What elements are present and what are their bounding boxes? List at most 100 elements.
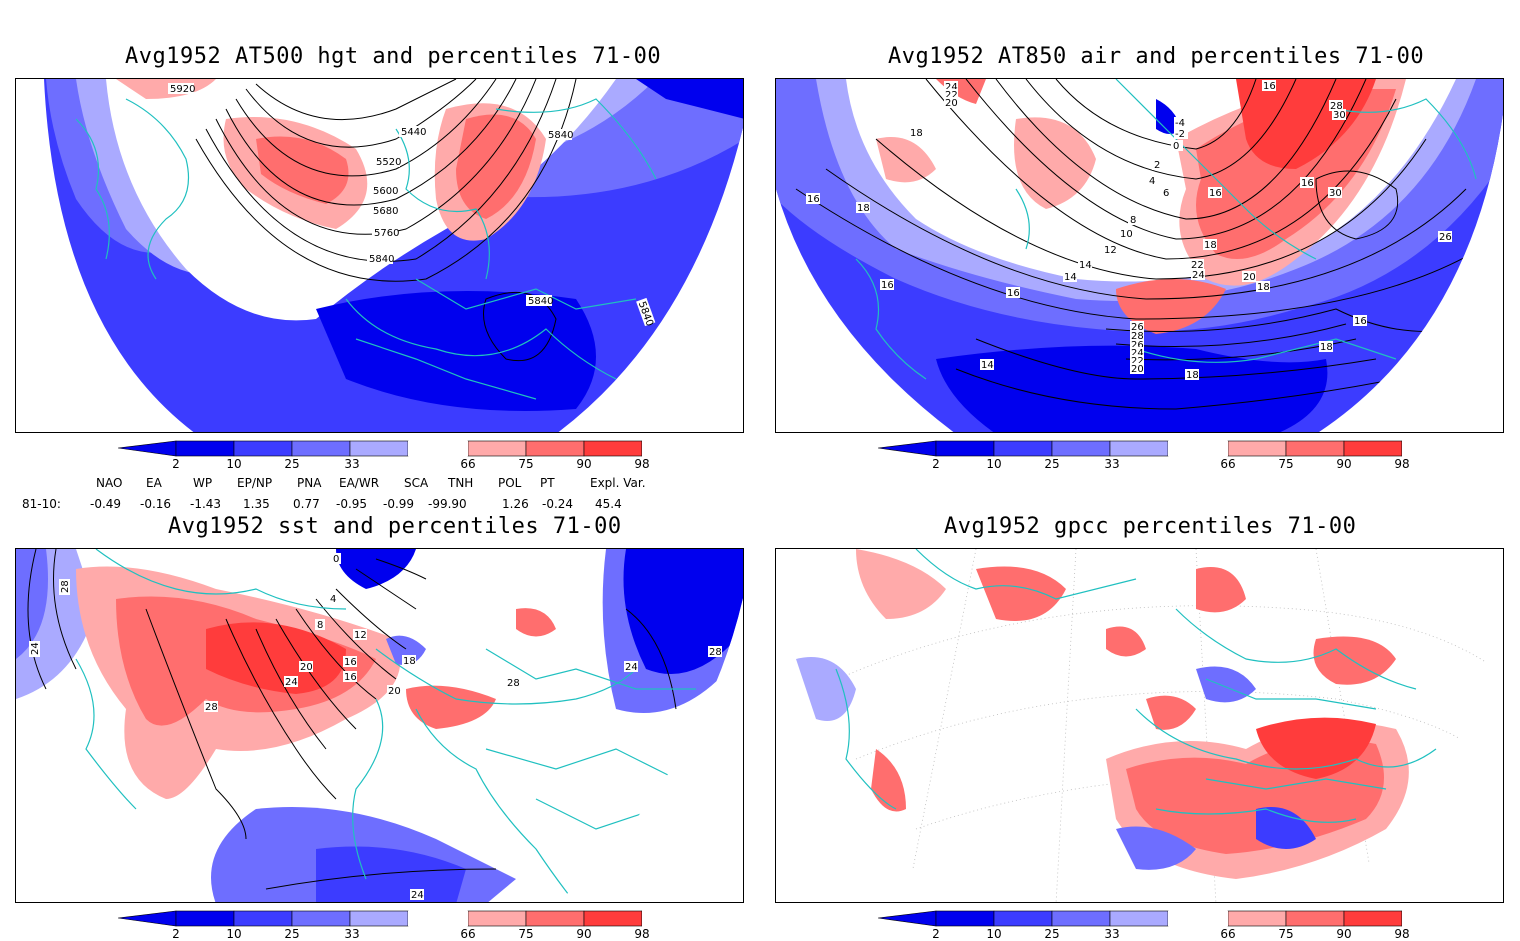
colorbar-segment bbox=[1227, 910, 1287, 927]
index-value: -0.24 bbox=[542, 497, 574, 511]
index-value: 1.26 bbox=[502, 497, 529, 511]
contour-label: 20 bbox=[388, 686, 401, 697]
index-value: -0.49 bbox=[90, 497, 122, 511]
colorbar-tick-label: 90 bbox=[1336, 927, 1352, 941]
contour-label: 10 bbox=[1120, 229, 1133, 240]
contour-label: 5840 bbox=[548, 130, 573, 141]
colorbar-tick-label: 66 bbox=[460, 457, 476, 471]
panel-title-air: Avg1952 AT850 air and percentiles 71-00 bbox=[888, 44, 1425, 69]
index-value: -1.43 bbox=[190, 497, 222, 511]
colorbar-segment bbox=[1051, 440, 1111, 457]
contour-label: 12 bbox=[354, 630, 367, 641]
colorbar-segment bbox=[291, 440, 351, 457]
index-row-label: 81-10: bbox=[22, 497, 61, 511]
colorbar-tick-label: 2 bbox=[932, 457, 940, 471]
colorbar-tick-label: 66 bbox=[1220, 927, 1236, 941]
colorbar-segment bbox=[583, 910, 643, 927]
contour-label: 24 bbox=[30, 642, 41, 655]
colorbar-segment bbox=[233, 910, 293, 927]
contour-label: 4 bbox=[330, 594, 336, 605]
contour-label: 24 bbox=[945, 82, 958, 93]
map-panel-sst: 28 24 28 0 4 8 12 16 20 24 16 20 18 24 2… bbox=[15, 548, 744, 903]
colorbar-svg bbox=[117, 440, 701, 457]
colorbar-segment bbox=[467, 910, 527, 927]
colorbar-tick-label: 10 bbox=[986, 457, 1002, 471]
colorbar-tick-label: 10 bbox=[986, 927, 1002, 941]
contour-label: 24 bbox=[285, 677, 298, 688]
contour-labels: 24 22 20 18 16 18 16 14 16 14 -4 -2 0 2 … bbox=[806, 80, 1452, 381]
map-panel-hgt: 5920 5440 5520 5600 5680 5760 5840 5840 … bbox=[15, 78, 744, 433]
index-value: -99.90 bbox=[428, 497, 467, 511]
index-header: EA/WR bbox=[339, 476, 380, 490]
colorbar-segment bbox=[525, 440, 585, 457]
contour-label: 26 bbox=[1131, 340, 1144, 351]
contour-label: 28 bbox=[60, 580, 71, 593]
contour-label: 14 bbox=[1064, 272, 1077, 283]
colorbar-tick-label: 25 bbox=[284, 927, 300, 941]
contour-label: 24 bbox=[411, 890, 424, 901]
colorbar-tick-label: 98 bbox=[634, 457, 650, 471]
colorbar-tick-label: 33 bbox=[344, 927, 360, 941]
contour-label: 28 bbox=[205, 702, 218, 713]
contour-labels: 28 24 28 0 4 8 12 16 20 24 16 20 18 24 2… bbox=[29, 553, 722, 901]
index-header: SCA bbox=[404, 476, 429, 490]
index-header: PT bbox=[540, 476, 555, 490]
colorbar-tick-label: 98 bbox=[634, 927, 650, 941]
contour-label: 28 bbox=[1330, 101, 1343, 112]
contour-label: 16 bbox=[1354, 316, 1367, 327]
contour-label: 20 bbox=[1131, 364, 1144, 375]
colorbar-tick-label: 10 bbox=[226, 457, 242, 471]
colorbar-top-right: 2 10 25 33 66 75 90 98 bbox=[877, 440, 1461, 474]
colorbar-segment bbox=[877, 910, 937, 927]
colorbar-tick-label: 2 bbox=[172, 927, 180, 941]
contour-label: 16 bbox=[881, 280, 894, 291]
index-header: Expl. Var. bbox=[590, 476, 646, 490]
colorbar-tick-label: 75 bbox=[518, 457, 534, 471]
contour-label: 26 bbox=[1131, 322, 1144, 333]
contour-label: 5840 bbox=[528, 296, 553, 307]
contour-label: 30 bbox=[1329, 188, 1342, 199]
contour-label: 16 bbox=[1209, 188, 1222, 199]
colorbar-segment bbox=[349, 910, 409, 927]
colorbar-segment bbox=[291, 910, 351, 927]
map-panel-air: 24 22 20 18 16 18 16 14 16 14 -4 -2 0 2 … bbox=[775, 78, 1504, 433]
contour-label: 5840 bbox=[369, 254, 394, 265]
contour-label: 5440 bbox=[401, 127, 426, 138]
contour-label: 14 bbox=[1079, 260, 1092, 271]
contour-label: 18 bbox=[1186, 370, 1199, 381]
colorbar-tick-label: 33 bbox=[344, 457, 360, 471]
contour-label: 5920 bbox=[170, 84, 195, 95]
contour-label: 16 bbox=[1263, 81, 1276, 92]
index-header: NAO bbox=[96, 476, 123, 490]
contour-label: 18 bbox=[403, 656, 416, 667]
index-value: 1.35 bbox=[243, 497, 270, 511]
contour-label: 28 bbox=[709, 647, 722, 658]
colorbar-segment bbox=[1168, 441, 1228, 456]
panel-title-gpcc: Avg1952 gpcc percentiles 71-00 bbox=[944, 514, 1357, 539]
contour-label: 20 bbox=[1243, 272, 1256, 283]
index-header: TNH bbox=[448, 476, 474, 490]
colorbar-segment bbox=[1285, 910, 1345, 927]
index-header: PNA bbox=[297, 476, 322, 490]
colorbar-segment bbox=[175, 910, 235, 927]
contour-label: 16 bbox=[1007, 288, 1020, 299]
contour-label: 5760 bbox=[374, 228, 399, 239]
colorbar-segment bbox=[935, 440, 995, 457]
contour-label: 18 bbox=[910, 128, 923, 139]
index-header: EP/NP bbox=[237, 476, 273, 490]
colorbar-segment bbox=[1227, 440, 1287, 457]
contour-label: 28 bbox=[507, 678, 520, 689]
colorbar-tick-label: 75 bbox=[1278, 927, 1294, 941]
contour-label: 6 bbox=[1163, 188, 1169, 199]
contour-label: 5680 bbox=[373, 206, 398, 217]
contour-label: 20 bbox=[945, 98, 958, 109]
contour-label: 22 bbox=[1191, 260, 1204, 271]
contour-label: 0 bbox=[333, 554, 339, 565]
contour-label: 24 bbox=[625, 662, 638, 673]
contour-label: -2 bbox=[1175, 129, 1185, 140]
colorbar-svg bbox=[877, 440, 1461, 457]
contour-label: 16 bbox=[344, 657, 357, 668]
contour-label: 2 bbox=[1154, 160, 1160, 171]
index-value: -0.95 bbox=[336, 497, 368, 511]
index-value: 45.4 bbox=[595, 497, 622, 511]
